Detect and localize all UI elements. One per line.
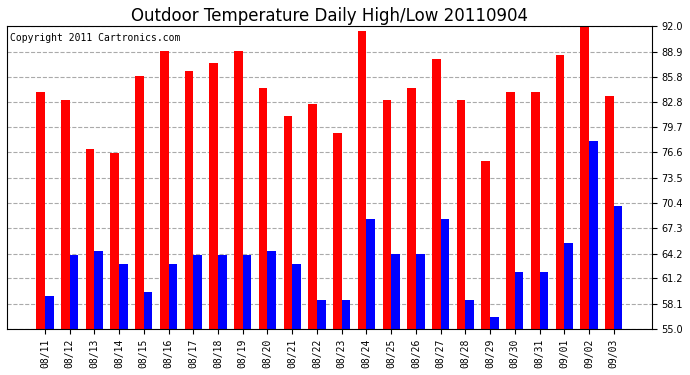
Bar bbox=[416, 254, 424, 375]
Bar bbox=[37, 92, 45, 375]
Bar bbox=[70, 255, 78, 375]
Bar bbox=[218, 255, 227, 375]
Bar bbox=[366, 219, 375, 375]
Bar bbox=[193, 255, 202, 375]
Bar bbox=[135, 75, 144, 375]
Bar bbox=[333, 133, 342, 375]
Bar bbox=[358, 31, 366, 375]
Bar bbox=[168, 264, 177, 375]
Bar bbox=[482, 161, 490, 375]
Title: Outdoor Temperature Daily High/Low 20110904: Outdoor Temperature Daily High/Low 20110… bbox=[131, 7, 528, 25]
Bar bbox=[531, 92, 540, 375]
Bar bbox=[234, 51, 243, 375]
Bar bbox=[284, 116, 293, 375]
Bar bbox=[555, 55, 564, 375]
Bar bbox=[160, 51, 168, 375]
Bar bbox=[185, 72, 193, 375]
Bar bbox=[564, 243, 573, 375]
Bar bbox=[506, 92, 515, 375]
Bar bbox=[613, 206, 622, 375]
Bar bbox=[293, 264, 301, 375]
Bar bbox=[407, 88, 416, 375]
Bar bbox=[515, 272, 524, 375]
Bar bbox=[589, 141, 598, 375]
Bar bbox=[605, 96, 613, 375]
Bar bbox=[391, 254, 400, 375]
Bar bbox=[268, 251, 276, 375]
Bar bbox=[342, 300, 351, 375]
Bar bbox=[144, 292, 152, 375]
Bar bbox=[490, 317, 499, 375]
Bar bbox=[432, 59, 441, 375]
Bar bbox=[441, 219, 449, 375]
Bar bbox=[119, 264, 128, 375]
Bar bbox=[86, 149, 95, 375]
Bar bbox=[95, 251, 103, 375]
Bar bbox=[465, 300, 474, 375]
Bar bbox=[457, 100, 465, 375]
Bar bbox=[209, 63, 218, 375]
Text: Copyright 2011 Cartronics.com: Copyright 2011 Cartronics.com bbox=[10, 33, 181, 42]
Bar bbox=[540, 272, 548, 375]
Bar bbox=[580, 22, 589, 375]
Bar bbox=[317, 300, 326, 375]
Bar bbox=[259, 88, 268, 375]
Bar bbox=[308, 104, 317, 375]
Bar bbox=[382, 100, 391, 375]
Bar bbox=[61, 100, 70, 375]
Bar bbox=[110, 153, 119, 375]
Bar bbox=[243, 255, 251, 375]
Bar bbox=[45, 296, 54, 375]
